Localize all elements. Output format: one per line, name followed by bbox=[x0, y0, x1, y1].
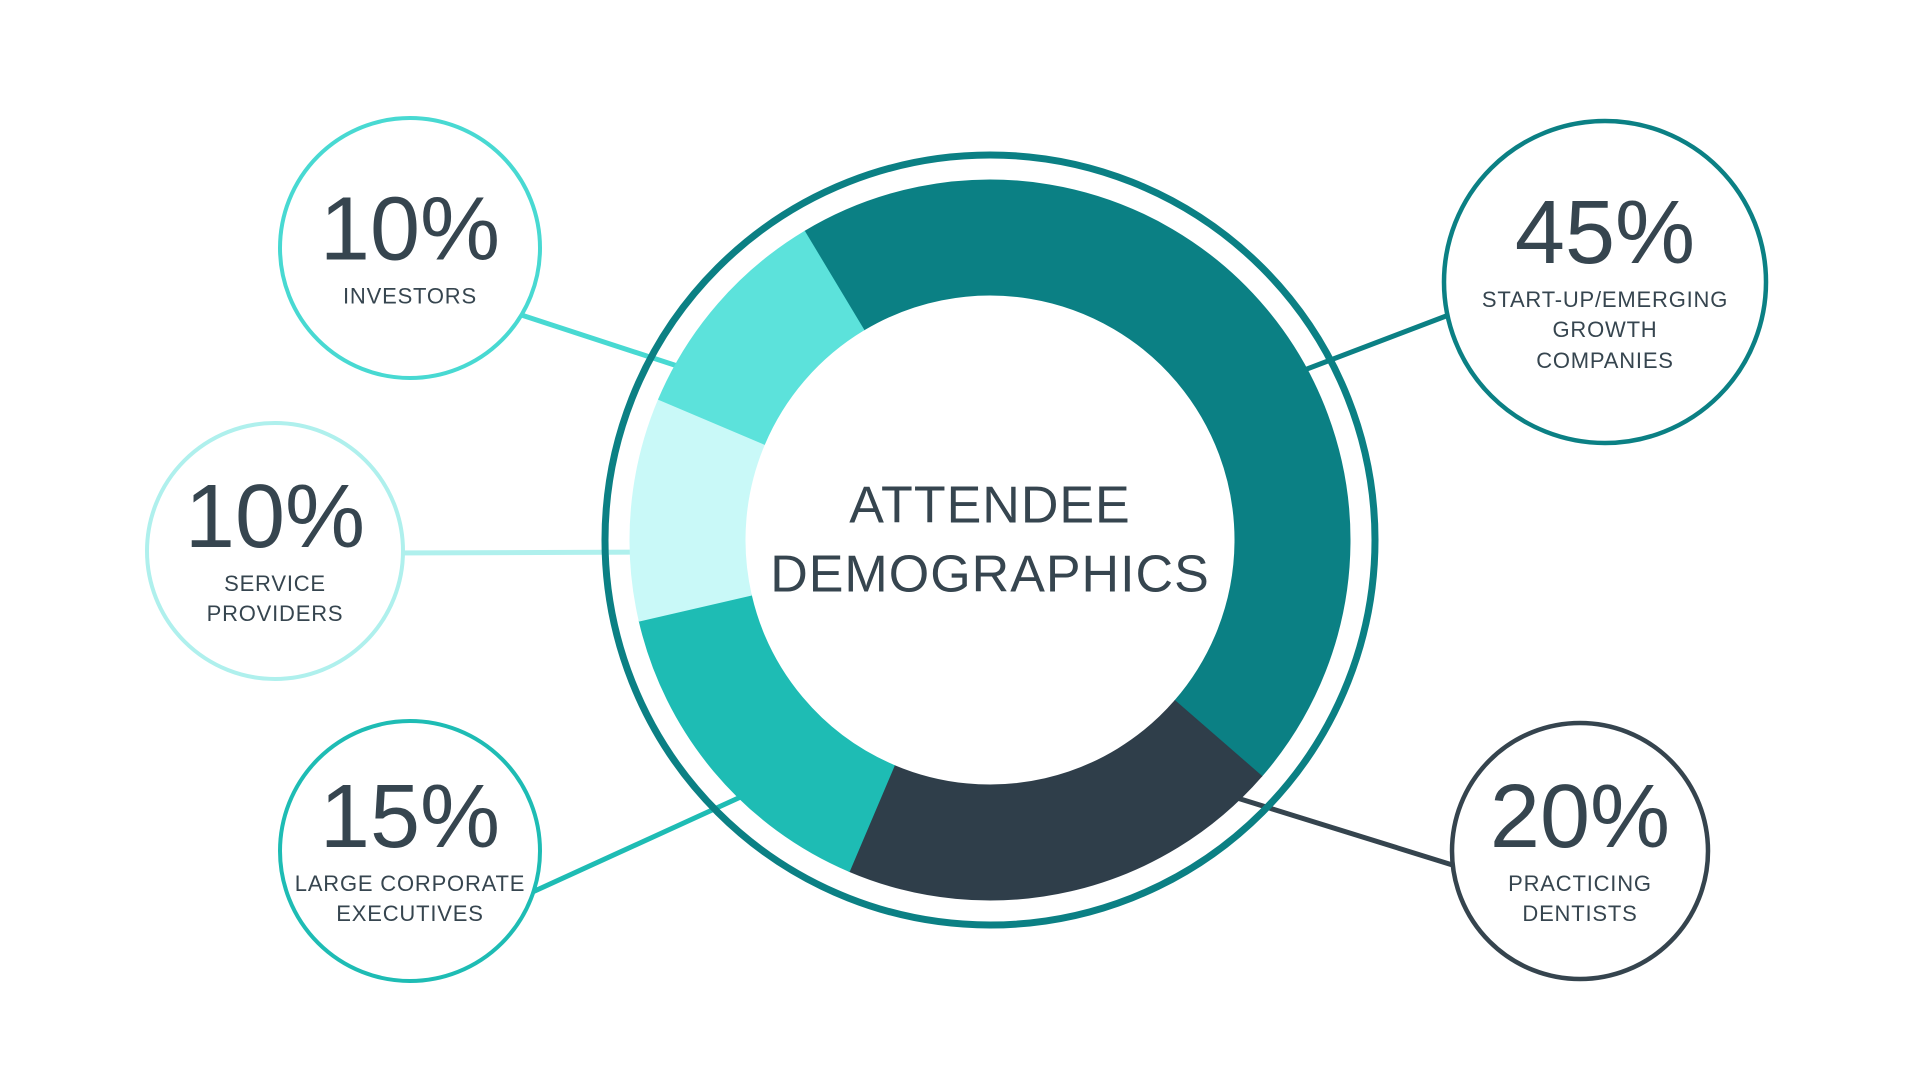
label-line: GROWTH bbox=[1552, 317, 1658, 343]
callout-large-corporate-executives-value: 15% bbox=[319, 767, 501, 868]
donut-segment-practicing-dentists bbox=[848, 700, 1263, 901]
callout-investors: 10% INVESTORS bbox=[320, 184, 500, 311]
connector-line-large-corporate-executives bbox=[513, 792, 747, 903]
chart-center-title: ATTENDEE DEMOGRAPHICS bbox=[710, 471, 1270, 608]
callout-large-corporate-executives: 15% LARGE CORPORATE EXECUTIVES bbox=[295, 772, 525, 930]
donut-segment-investors bbox=[657, 230, 865, 445]
callout-circle-service-providers bbox=[145, 421, 405, 681]
donut-segment-start-up-emerging-growth-companies bbox=[803, 179, 1351, 777]
label-line: DENTISTS bbox=[1522, 901, 1638, 927]
callout-practicing-dentists-value: 20% bbox=[1489, 767, 1671, 868]
callout-startup-emerging-growth: 45% START-UP/EMERGING GROWTH COMPANIES bbox=[1482, 188, 1728, 376]
callout-circle-practicing-dentists bbox=[1449, 720, 1711, 982]
label-line: INVESTORS bbox=[343, 283, 477, 309]
label-line: START-UP/EMERGING bbox=[1481, 286, 1729, 312]
label-line: LARGE CORPORATE bbox=[294, 871, 526, 897]
center-title-line-2: DEMOGRAPHICS bbox=[770, 545, 1210, 603]
donut-outer-ring bbox=[601, 151, 1379, 929]
callout-service-providers-label: SERVICE PROVIDERS bbox=[207, 569, 344, 630]
label-line: PRACTICING bbox=[1508, 871, 1652, 897]
connector-line-investors bbox=[499, 305, 706, 378]
label-line: PROVIDERS bbox=[206, 601, 344, 627]
connector-line-practicing-dentists bbox=[1204, 785, 1476, 875]
callout-investors-value: 10% bbox=[319, 179, 501, 280]
center-title-line-1: ATTENDEE bbox=[849, 476, 1131, 535]
callout-startup-emerging-growth-value: 45% bbox=[1514, 182, 1696, 283]
donut-hole bbox=[746, 296, 1234, 784]
callout-service-providers-value: 10% bbox=[184, 467, 366, 568]
callout-practicing-dentists: 20% PRACTICING DENTISTS bbox=[1490, 772, 1670, 930]
callout-startup-emerging-growth-label: START-UP/EMERGING GROWTH COMPANIES bbox=[1482, 285, 1728, 376]
callout-large-corporate-executives-label: LARGE CORPORATE EXECUTIVES bbox=[295, 869, 525, 930]
callout-service-providers: 10% SERVICE PROVIDERS bbox=[185, 472, 365, 630]
callout-investors-label: INVESTORS bbox=[343, 281, 477, 311]
callout-circle-startup-emerging-growth-companies bbox=[1441, 118, 1769, 446]
label-line: SERVICE bbox=[224, 571, 326, 597]
label-line: COMPANIES bbox=[1536, 347, 1674, 373]
callout-circle-large-corporate-executives bbox=[278, 719, 542, 983]
callout-practicing-dentists-label: PRACTICING DENTISTS bbox=[1508, 869, 1652, 930]
label-line: EXECUTIVES bbox=[336, 901, 484, 927]
callout-circle-investors bbox=[278, 116, 542, 380]
